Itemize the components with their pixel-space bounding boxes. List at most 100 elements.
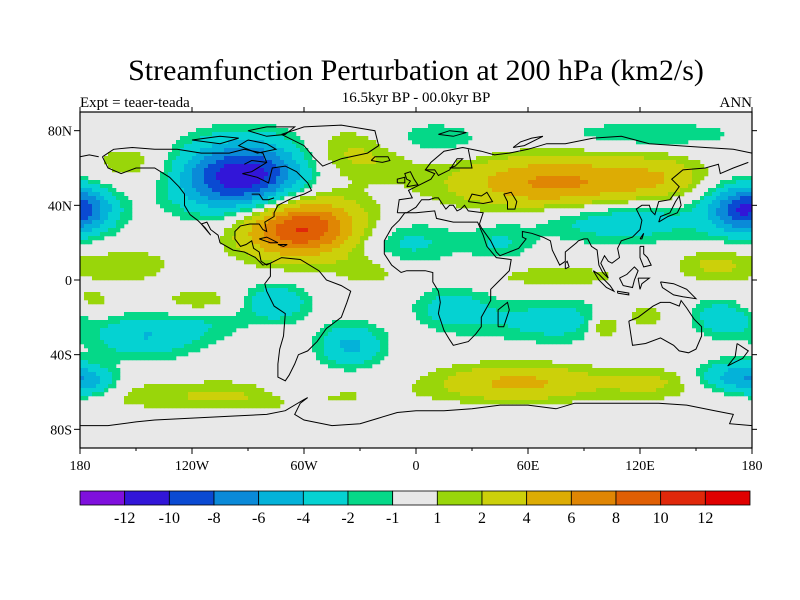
field-cell [188,324,193,329]
field-cell [472,292,477,297]
field-cell [604,164,609,169]
field-cell [392,156,397,161]
field-cell [188,140,193,145]
field-cell [496,184,501,189]
field-cell [288,244,293,249]
field-cell [464,168,469,173]
field-cell [216,184,221,189]
field-cell [336,240,341,245]
field-cell [288,180,293,185]
field-cell [728,232,733,237]
field-cell [296,144,301,149]
field-cell [228,180,233,185]
field-cell [112,232,117,237]
field-cell [236,224,241,229]
field-cell [228,136,233,141]
field-cell [220,184,225,189]
field-cell [652,128,657,133]
field-cell [428,300,433,305]
field-cell [372,208,377,213]
field-cell [80,192,85,197]
field-cell [260,148,265,153]
field-cell [540,188,545,193]
field-cell [196,192,201,197]
field-cell [368,268,373,273]
field-cell [520,200,525,205]
field-cell [540,196,545,201]
field-cell [648,156,653,161]
field-cell [684,216,689,221]
field-cell [540,272,545,277]
field-cell [692,128,697,133]
field-cell [256,264,261,269]
field-cell [696,304,701,309]
field-cell [256,304,261,309]
field-cell [252,296,257,301]
field-cell [444,136,449,141]
field-cell [188,136,193,141]
field-cell [328,200,333,205]
field-cell [180,328,185,333]
field-cell [268,316,273,321]
field-cell [656,152,661,157]
field-cell [368,272,373,277]
field-cell [620,200,625,205]
field-cell [660,220,665,225]
field-cell [280,220,285,225]
field-cell [740,272,745,277]
field-cell [748,320,753,325]
field-cell [208,152,213,157]
field-cell [748,268,753,273]
field-cell [328,220,333,225]
field-cell [668,132,673,137]
field-cell [108,228,113,233]
field-cell [420,244,425,249]
field-cell [236,148,241,153]
field-cell [456,160,461,165]
field-cell [96,300,101,305]
field-cell [300,220,305,225]
field-cell [312,168,317,173]
field-cell [644,308,649,313]
field-cell [708,192,713,197]
field-cell [472,236,477,241]
field-cell [560,236,565,241]
field-cell [248,320,253,325]
field-cell [492,152,497,157]
field-cell [464,164,469,169]
field-cell [372,268,377,273]
field-cell [200,164,205,169]
field-cell [680,232,685,237]
field-cell [304,228,309,233]
field-cell [300,268,305,273]
field-cell [208,324,213,329]
field-cell [608,164,613,169]
field-cell [184,176,189,181]
field-cell [724,212,729,217]
field-cell [252,260,257,265]
field-cell [252,200,257,205]
field-cell [460,160,465,165]
field-cell [656,172,661,177]
field-cell [484,200,489,205]
field-cell [312,236,317,241]
field-cell [680,260,685,265]
field-cell [340,328,345,333]
field-cell [640,124,645,129]
field-cell [100,196,105,201]
field-cell [348,248,353,253]
field-cell [128,160,133,165]
field-cell [484,160,489,165]
field-cell [200,136,205,141]
field-cell [356,168,361,173]
field-cell [468,232,473,237]
field-cell [688,176,693,181]
field-cell [464,240,469,245]
field-cell [500,188,505,193]
field-cell [484,252,489,257]
field-cell [712,324,717,329]
field-cell [580,324,585,329]
field-cell [304,164,309,169]
field-cell [220,148,225,153]
field-cell [188,164,193,169]
